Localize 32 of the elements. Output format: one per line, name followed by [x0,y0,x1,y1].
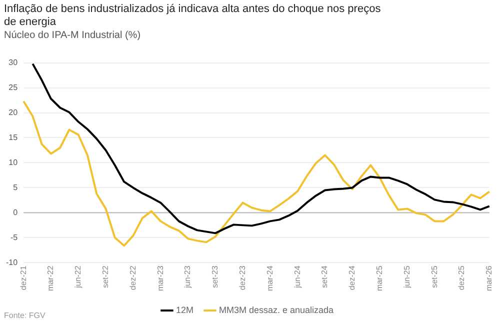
y-tick-label: 25 [8,82,18,92]
y-tick-label: 20 [8,108,18,117]
x-tick-label: jun-25 [402,265,412,289]
x-tick-label: dez-21 [18,265,28,290]
chart-subtitle: Núcleo do IPA-M Industrial (%) [4,30,141,41]
legend-label: MM3M dessaz. e anualizada [218,304,334,315]
x-tick-label: mar-23 [156,265,165,292]
x-tick-label: dez-22 [128,265,138,290]
y-tick-label: 5 [13,182,18,192]
x-tick-label: set-23 [210,265,220,288]
x-tick-label: set-24 [320,265,330,288]
y-tick-label: 0 [13,208,18,217]
y-tick-label: 15 [8,132,18,142]
source-note: Fonte: FGV [4,311,46,320]
x-tick-label: dez-24 [348,265,357,290]
x-tick-label: dez-25 [457,265,466,290]
y-tick-label: 30 [8,58,18,68]
chart-title: Inflação de bens industrializados já indicava alta antes do choque nos preços de energia [4,3,382,29]
x-tick-label: mar-24 [265,265,274,292]
x-tick-label: jun-22 [74,265,83,289]
x-tick-label: jun-24 [292,265,302,289]
x-tick-label: mar-25 [374,265,384,292]
y-tick-label: -10 [6,258,18,267]
x-tick-label: mar-26 [484,265,494,292]
x-tick-label: set-25 [430,265,439,288]
y-tick-label: 10 [8,158,18,167]
x-tick-label: set-22 [100,265,110,288]
x-tick-label: dez-23 [238,265,247,290]
y-tick-label: -5 [10,232,18,242]
x-tick-label: jun-23 [183,265,192,289]
x-tick-label: mar-22 [46,265,56,292]
legend-label: 12M [176,304,194,315]
